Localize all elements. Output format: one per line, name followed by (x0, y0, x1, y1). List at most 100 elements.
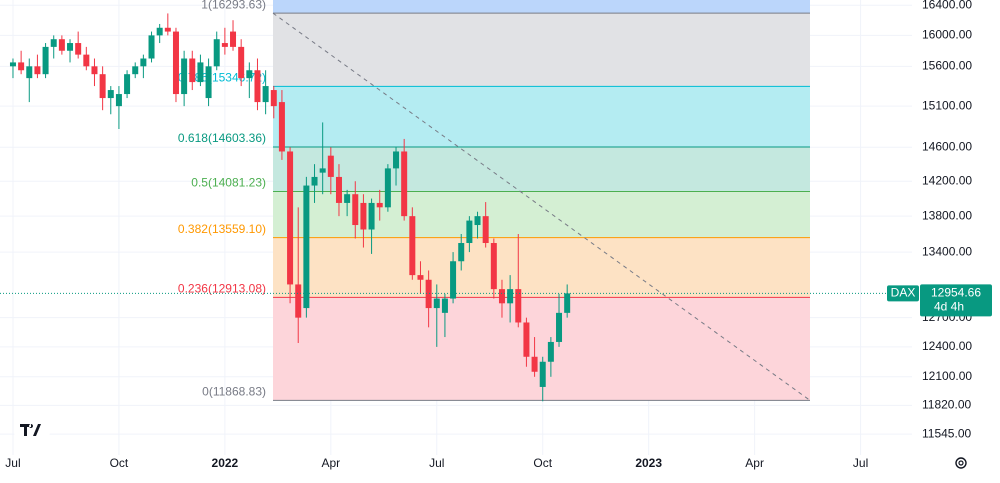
candle-body (9, 62, 16, 67)
x-tick-label: Oct (110, 456, 129, 470)
candle-body (539, 361, 546, 387)
candle-body (197, 62, 204, 83)
candle-body (115, 94, 122, 107)
candle-body (393, 151, 400, 169)
candle-body (132, 66, 139, 75)
candle-body (156, 27, 163, 36)
candle-body (441, 298, 448, 313)
candle-body (26, 66, 33, 79)
candle-body (254, 70, 261, 103)
candle-body (466, 220, 473, 244)
candle-body (319, 168, 326, 173)
candle-body (221, 43, 228, 47)
candle-body (303, 185, 310, 309)
y-tick-label: 13800.00 (922, 208, 972, 222)
candle-body (450, 261, 457, 299)
candle-body (547, 341, 554, 362)
candle-body (490, 243, 497, 290)
candle-body (262, 86, 269, 103)
candle-body (498, 289, 505, 304)
candle-body (181, 58, 188, 95)
candle-body (368, 202, 375, 230)
y-tick-label: 14200.00 (922, 173, 972, 187)
candle-body (140, 58, 147, 67)
fib-label: 0.236(12913.08) (178, 281, 266, 295)
y-tick-label: 12100.00 (922, 369, 972, 383)
candle-body (482, 216, 489, 244)
candle-body (384, 168, 391, 208)
candle-body (295, 284, 302, 318)
candle-body (417, 275, 424, 280)
x-tick-label: Oct (533, 456, 552, 470)
candle-body (189, 58, 196, 83)
x-tick-label: Jul (853, 456, 868, 470)
candle-body (246, 70, 253, 79)
last-price-box (920, 284, 992, 317)
candle-body (99, 74, 106, 99)
y-axis: 16400.00 16000.00 15600.00 15100.00 14600.00… (922, 0, 972, 440)
candle-body (531, 356, 538, 372)
gear-ring[interactable] (955, 457, 967, 469)
candle-body (327, 155, 334, 177)
fib-label: 0(11868.83) (202, 385, 266, 399)
candle-body (474, 216, 481, 226)
x-tick-label: Apr (745, 456, 764, 470)
candle-body (18, 62, 25, 71)
candle-body (360, 202, 367, 230)
series-name: DAX (891, 286, 916, 300)
y-tick-label: 13400.00 (922, 244, 972, 258)
x-tick-label: Jul (429, 456, 444, 470)
candle-body (376, 202, 383, 208)
candle-body (270, 90, 277, 107)
candle-body (124, 74, 131, 95)
candle-body (172, 31, 179, 95)
series-name-box (887, 285, 919, 302)
candle-body (107, 90, 114, 99)
candle-body (352, 194, 359, 226)
candle-body (515, 289, 522, 323)
countdown: 4d 4h (934, 300, 964, 314)
candle-body (556, 312, 563, 342)
candle-body (34, 66, 41, 75)
x-tick-label: Apr (321, 456, 340, 470)
trend-line (272, 12, 811, 401)
candle-body (67, 43, 74, 51)
candle-body (458, 243, 465, 262)
settings-icon[interactable] (955, 457, 967, 469)
candle-body (83, 54, 90, 67)
y-tick-label: 15100.00 (922, 98, 972, 112)
candle-body (344, 194, 351, 203)
gear-hub[interactable] (958, 460, 964, 466)
candle-body (148, 35, 155, 59)
candle-body (433, 298, 440, 309)
candle-body (507, 289, 514, 304)
logo-mark (20, 424, 41, 436)
candle-body (311, 176, 318, 186)
logo-bg (14, 414, 50, 448)
candle-body (205, 66, 212, 99)
candle-body (50, 39, 57, 47)
fib-band (273, 13, 810, 87)
fib-label: 1(16293.63) (201, 0, 266, 11)
candle-body (409, 216, 416, 276)
candle-body (523, 322, 530, 357)
candle-body (401, 151, 408, 217)
y-tick-label: 16400.00 (922, 0, 972, 11)
candle-body (91, 66, 98, 75)
candle-body (564, 293, 571, 313)
y-tick-label: 15600.00 (922, 58, 972, 72)
candle-body (425, 279, 432, 309)
y-tick-label: 11545.00 (922, 426, 971, 440)
candle-body (42, 46, 49, 75)
candle-body (287, 151, 294, 285)
x-tick-label: Jul (5, 456, 20, 470)
x-tick-label: 2023 (635, 456, 662, 470)
candle-body (238, 46, 245, 79)
candle-body (58, 39, 65, 51)
tv-logo (14, 414, 50, 448)
last-price: 12954.66 (931, 286, 981, 300)
candle-body (335, 176, 342, 203)
y-tick-label: 12400.00 (922, 339, 972, 353)
fib-label: 0.382(13559.10) (178, 222, 266, 236)
fib-band (273, 147, 810, 192)
